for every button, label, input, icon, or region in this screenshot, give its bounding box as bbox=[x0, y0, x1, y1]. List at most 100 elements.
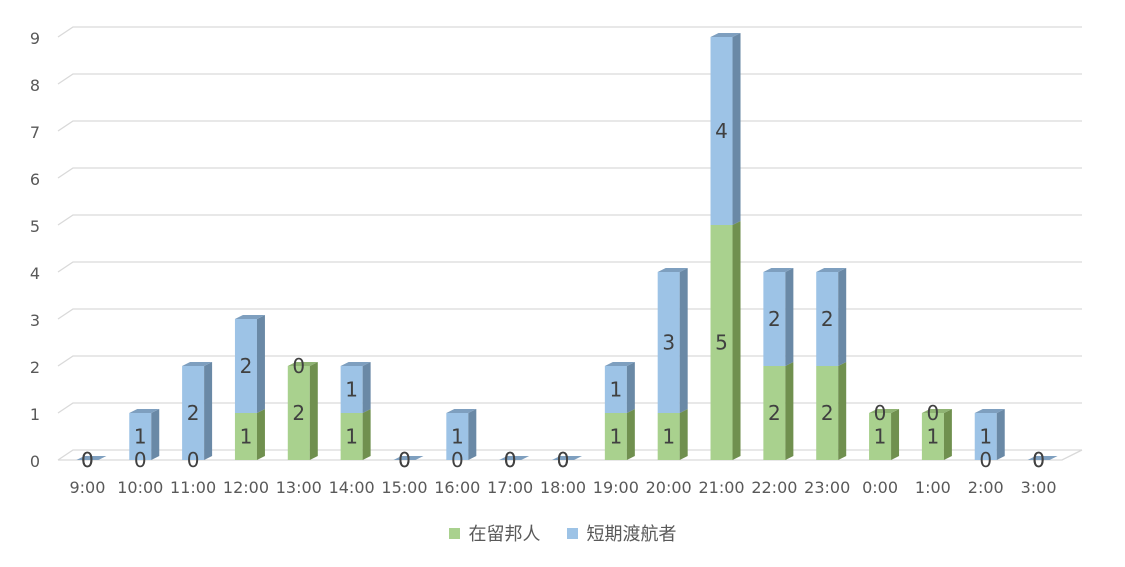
bar-short-term bbox=[974, 409, 1005, 460]
data-label-resident: 0 bbox=[134, 448, 147, 472]
y-tick-label: 0 bbox=[30, 452, 40, 471]
data-label-resident: 0 bbox=[81, 448, 94, 472]
gridlines bbox=[57, 26, 1083, 461]
bar-short-term bbox=[129, 409, 160, 460]
bar-short-term bbox=[340, 362, 371, 413]
x-axis: 9:00 10:00 11:00 12:00 13:00 14:00 15:00 16:00 1… bbox=[69, 478, 1056, 497]
bar-top-cap bbox=[921, 409, 952, 413]
data-label-short-term: 0 bbox=[398, 448, 411, 472]
gridline bbox=[57, 402, 1082, 414]
x-tick-label: 10:00 bbox=[117, 478, 163, 497]
bar-short-term bbox=[816, 268, 847, 366]
x-tick-label: 14:00 bbox=[329, 478, 375, 497]
data-label-resident: 0 bbox=[451, 448, 464, 472]
data-label-short-term: 4 bbox=[715, 119, 728, 143]
bar-top-cap bbox=[446, 409, 477, 413]
x-tick-label: 19:00 bbox=[593, 478, 639, 497]
y-tick-label: 8 bbox=[30, 76, 40, 95]
x-tick-label: 2:00 bbox=[968, 478, 1004, 497]
bar-top-cap bbox=[552, 456, 582, 460]
data-label-short-term: 3 bbox=[662, 331, 675, 355]
bar-top-cap bbox=[129, 409, 160, 413]
x-tick-label: 0:00 bbox=[862, 478, 898, 497]
data-label-short-term: 1 bbox=[451, 425, 464, 449]
bar-top-cap bbox=[76, 456, 107, 460]
data-label-short-term: 2 bbox=[187, 401, 200, 425]
x-tick-label: 11:00 bbox=[170, 478, 216, 497]
gridline bbox=[57, 449, 1082, 461]
x-tick-label: 3:00 bbox=[1021, 478, 1057, 497]
bar-resident bbox=[710, 221, 741, 460]
data-label-resident: 1 bbox=[609, 425, 622, 449]
bar-short-term bbox=[710, 33, 741, 225]
y-tick-label: 3 bbox=[30, 311, 40, 330]
bar-short-term bbox=[604, 362, 635, 413]
data-label-short-term: 0 bbox=[874, 401, 887, 425]
gridline bbox=[57, 214, 1082, 226]
data-label-short-term: 0 bbox=[292, 354, 305, 378]
bars bbox=[76, 33, 1058, 460]
legend-swatch-resident bbox=[448, 527, 460, 539]
legend-label-short-term: 短期渡航者 bbox=[586, 524, 677, 545]
data-label-resident: 1 bbox=[927, 425, 940, 449]
bar-top-cap bbox=[604, 362, 635, 366]
legend-item-resident: 在留邦人 bbox=[448, 520, 541, 546]
bar-top-cap bbox=[182, 362, 213, 366]
bar-top-cap bbox=[763, 268, 794, 272]
x-tick-label: 12:00 bbox=[223, 478, 269, 497]
x-tick-label: 1:00 bbox=[915, 478, 951, 497]
bar-top-cap bbox=[340, 362, 371, 366]
data-label-resident: 0 bbox=[1032, 448, 1045, 472]
bar-resident bbox=[869, 409, 900, 460]
y-tick-label: 2 bbox=[30, 358, 40, 377]
bar-short-term bbox=[763, 268, 794, 366]
data-label-short-term: 0 bbox=[927, 401, 940, 425]
gridline bbox=[57, 120, 1082, 132]
data-label-resident: 1 bbox=[240, 425, 253, 449]
gridline bbox=[57, 308, 1082, 320]
bar-top-cap bbox=[499, 456, 530, 460]
data-label-resident: 5 bbox=[715, 331, 728, 355]
bar-resident bbox=[340, 409, 371, 460]
bar-resident bbox=[921, 409, 952, 460]
y-tick-label: 7 bbox=[30, 123, 40, 142]
bar-top-cap bbox=[287, 362, 318, 366]
bar-top-cap bbox=[869, 409, 900, 413]
x-tick-label: 20:00 bbox=[646, 478, 692, 497]
bar-resident bbox=[657, 409, 688, 460]
bar-top-cap bbox=[816, 268, 847, 272]
bar-resident bbox=[604, 409, 635, 460]
y-tick-label: 1 bbox=[30, 405, 40, 424]
data-label-short-term: 2 bbox=[821, 307, 834, 331]
legend: 在留邦人 短期渡航者 bbox=[0, 520, 1125, 546]
legend-swatch-short-term bbox=[566, 527, 578, 539]
x-tick-label: 15:00 bbox=[381, 478, 427, 497]
x-tick-label: 16:00 bbox=[434, 478, 480, 497]
x-tick-label: 9:00 bbox=[69, 478, 105, 497]
bar-short-term bbox=[182, 362, 213, 460]
gridline bbox=[57, 261, 1082, 273]
data-label-short-term: 0 bbox=[504, 448, 517, 472]
data-label-resident: 1 bbox=[874, 425, 887, 449]
data-label-short-term: 2 bbox=[240, 354, 253, 378]
data-label-resident: 2 bbox=[821, 401, 834, 425]
bar-resident bbox=[763, 362, 794, 460]
data-label-resident: 0 bbox=[504, 448, 517, 472]
legend-item-short-term: 短期渡航者 bbox=[566, 520, 677, 546]
data-label-short-term: 0 bbox=[81, 448, 94, 472]
bar-top-cap bbox=[974, 409, 1005, 413]
gridline bbox=[57, 26, 1082, 38]
y-tick-label: 9 bbox=[30, 29, 40, 48]
data-label-resident: 0 bbox=[398, 448, 411, 472]
bar-resident bbox=[816, 362, 847, 460]
bar-top-cap bbox=[1027, 456, 1058, 460]
bar-resident bbox=[234, 409, 265, 460]
gridline bbox=[57, 167, 1082, 179]
y-tick-label: 4 bbox=[30, 264, 40, 283]
x-tick-label: 21:00 bbox=[698, 478, 744, 497]
bar-short-term bbox=[657, 268, 688, 413]
data-label-short-term: 1 bbox=[979, 425, 992, 449]
gridline bbox=[57, 355, 1082, 367]
